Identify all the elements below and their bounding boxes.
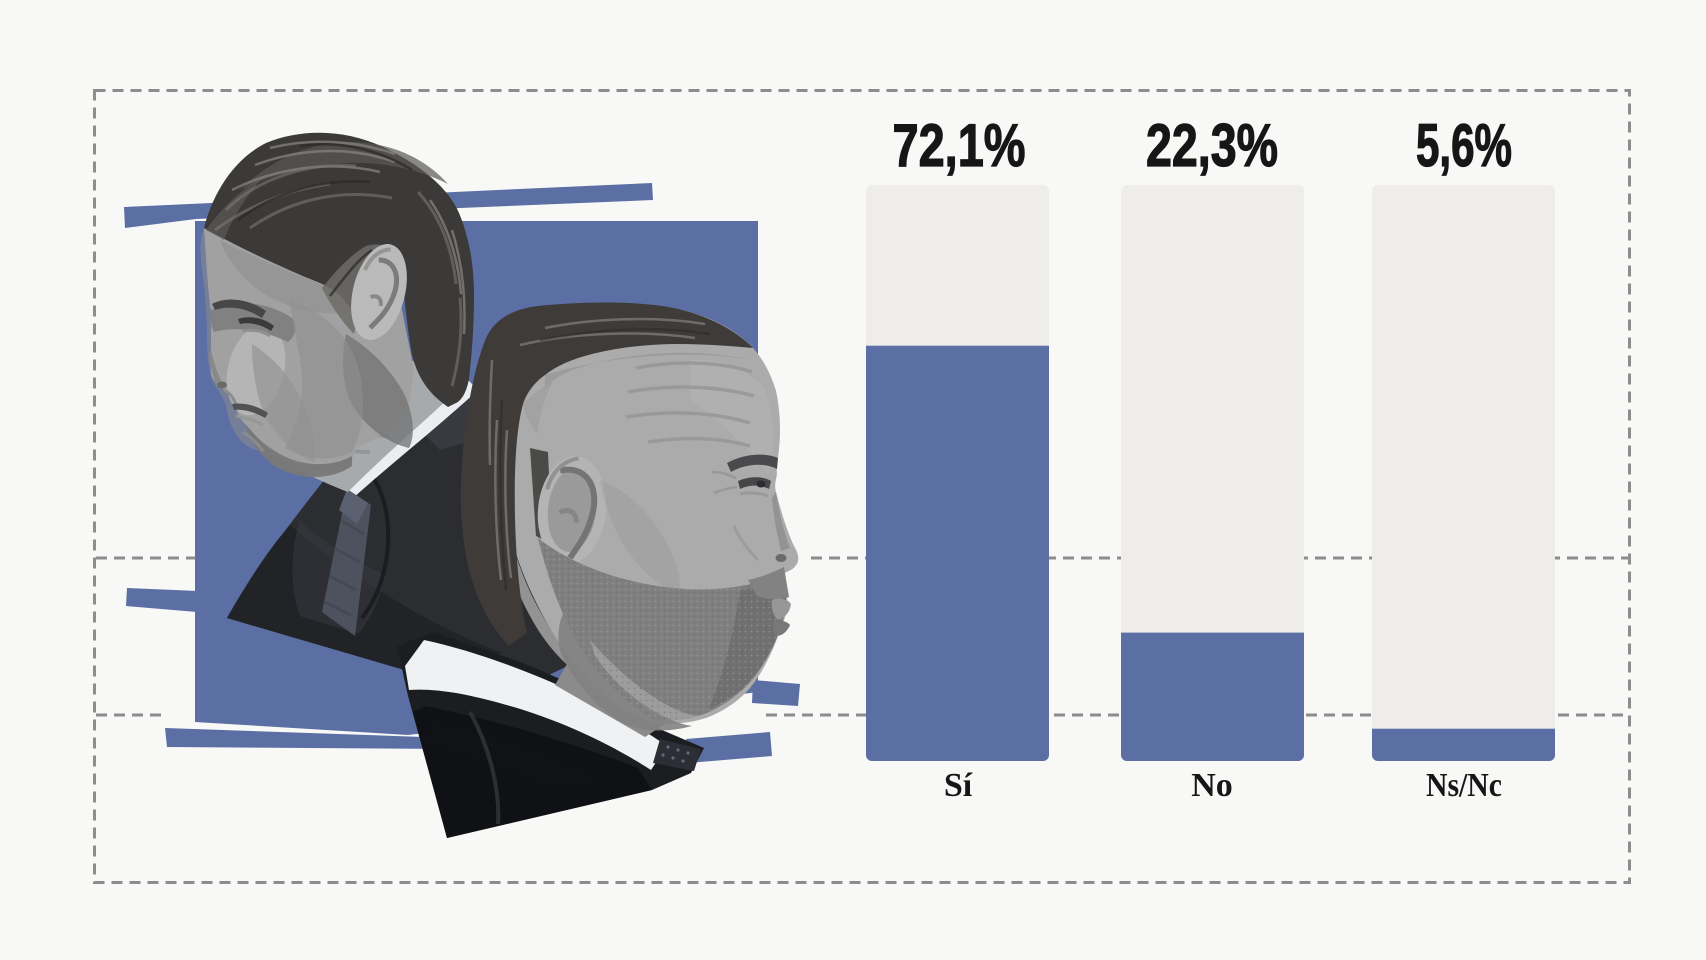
svg-text:No: No [1191,767,1233,804]
svg-text:72,1%: 72,1% [893,112,1026,179]
svg-text:Sí: Sí [944,767,973,804]
svg-text:Ns/Nc: Ns/Nc [1426,767,1502,804]
svg-text:22,3%: 22,3% [1146,112,1278,179]
svg-text:5,6%: 5,6% [1416,112,1512,179]
